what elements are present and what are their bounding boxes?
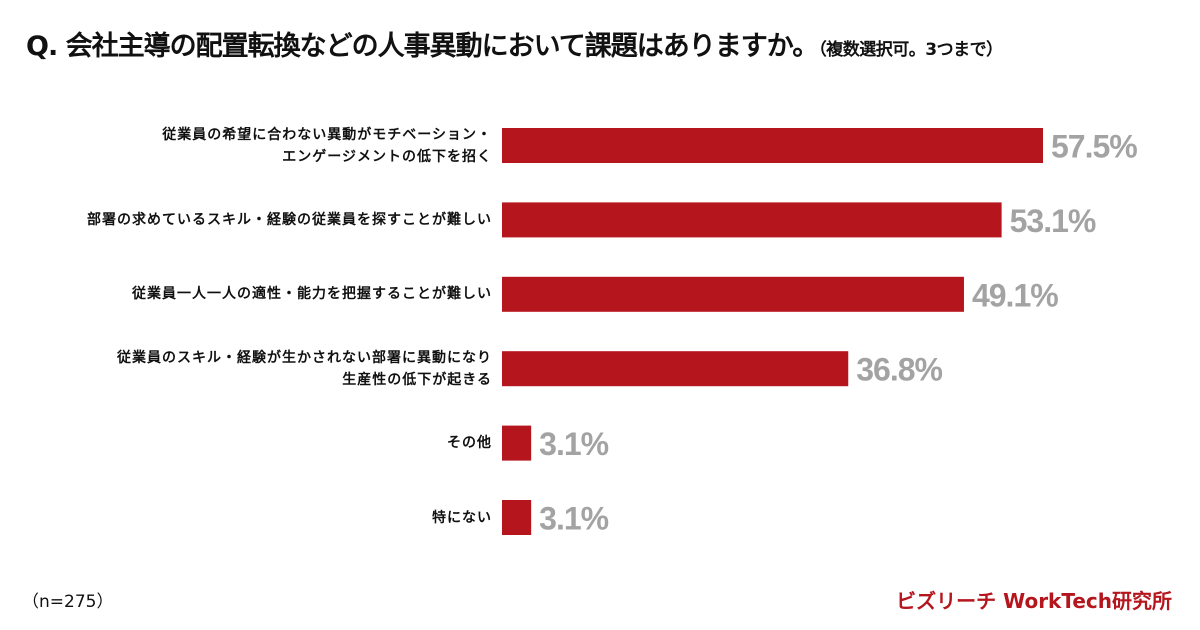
data-label: 57.5%: [1051, 129, 1137, 165]
category-label: 部署の求めているスキル・経験の従業員を探すことが難しい: [87, 209, 492, 231]
category-label-line: 従業員のスキル・経験が生かされない部署に異動になり: [117, 349, 492, 366]
data-label: 49.1%: [972, 277, 1058, 313]
data-label: 3.1%: [539, 426, 608, 462]
category-label: 従業員一人一人の適性・能力を把握することが難しい: [132, 283, 492, 305]
data-label: 53.1%: [1010, 203, 1096, 239]
bar: [502, 202, 1002, 238]
category-label-line: 特にない: [432, 509, 492, 526]
bar: [502, 351, 849, 387]
brand-logo: ビズリーチ WorkTech研究所: [896, 589, 1172, 613]
category-label: 特にない: [432, 507, 492, 529]
chart-title: Q. 会社主導の配置転換などの人事異動において課題はありますか。（複数選択可。3…: [26, 24, 1003, 63]
bar: [502, 425, 532, 461]
category-label-line: 従業員の希望に合わない異動がモチベーション・: [162, 126, 492, 143]
category-label-line: 生産性の低下が起きる: [342, 371, 492, 388]
category-label: 従業員のスキル・経験が生かされない部署に異動になり生産性の低下が起きる: [117, 347, 492, 391]
category-label-line: その他: [447, 435, 492, 452]
bar: [502, 276, 964, 312]
category-label-line: 従業員一人一人の適性・能力を把握することが難しい: [132, 286, 492, 303]
category-label-line: エンゲージメントの低下を招く: [282, 148, 492, 165]
bar: [502, 128, 1043, 163]
bar: [502, 500, 532, 535]
sample-size: （n=275）: [22, 592, 114, 612]
category-label-line: 部署の求めているスキル・経験の従業員を探すことが難しい: [87, 211, 492, 228]
category-label: 従業員の希望に合わない異動がモチベーション・エンゲージメントの低下を招く: [162, 124, 492, 168]
data-label: 36.8%: [856, 352, 942, 388]
data-label: 3.1%: [539, 501, 608, 537]
title-main: Q. 会社主導の配置転換などの人事異動において課題はありますか。: [26, 31, 819, 62]
title-subtitle: （複数選択可。3つまで）: [818, 40, 1003, 60]
category-label: その他: [447, 432, 492, 454]
